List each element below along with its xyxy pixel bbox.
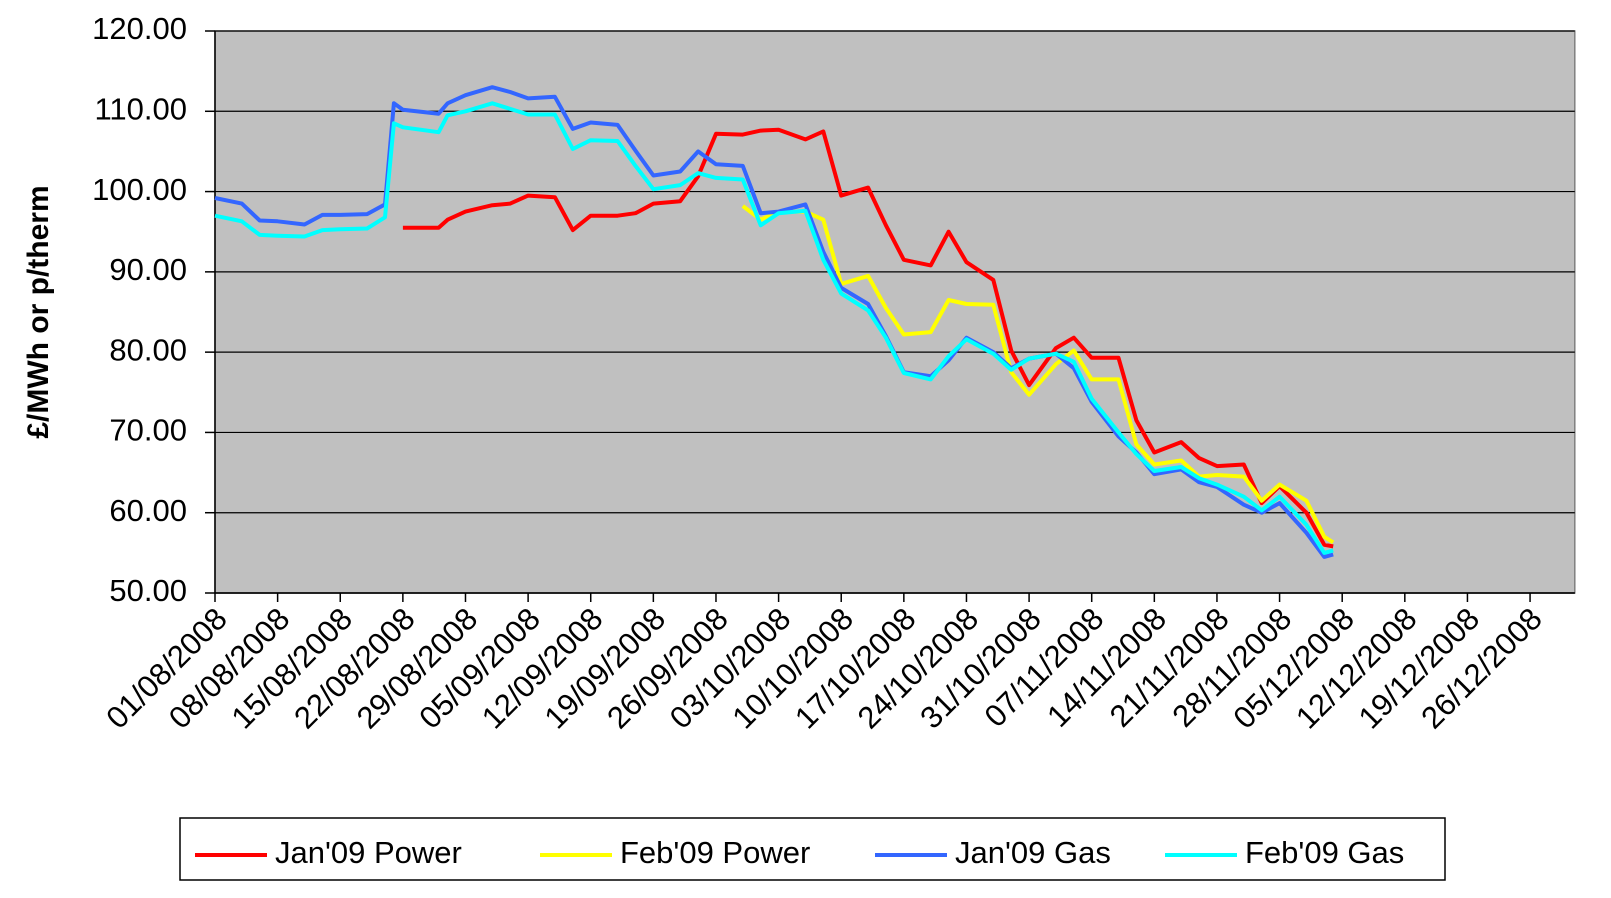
legend-label: Feb'09 Gas <box>1245 835 1404 870</box>
legend-label: Jan'09 Power <box>275 835 462 870</box>
y-tick-label: 90.00 <box>109 252 187 287</box>
legend-label: Feb'09 Power <box>620 835 810 870</box>
y-axis-label: £/MWh or p/therm <box>22 185 55 438</box>
legend-box <box>179 817 1446 881</box>
series-line <box>741 204 1335 545</box>
y-tick-label: 120.00 <box>92 11 187 46</box>
y-tick-label: 50.00 <box>109 573 187 608</box>
y-tick-label: 60.00 <box>109 493 187 528</box>
legend: Jan'09 Power Feb'09 Power Jan'09 Gas Feb'09… <box>179 817 1446 881</box>
legend-label: Jan'09 Gas <box>955 835 1111 870</box>
series-line <box>402 127 1334 549</box>
y-tick-label: 100.00 <box>92 172 187 207</box>
plot-area <box>214 30 1576 594</box>
y-tick-label: 70.00 <box>109 413 187 448</box>
y-tick-label: 110.00 <box>94 91 187 126</box>
series-line <box>214 101 1334 555</box>
y-tick-label: 80.00 <box>109 332 187 367</box>
